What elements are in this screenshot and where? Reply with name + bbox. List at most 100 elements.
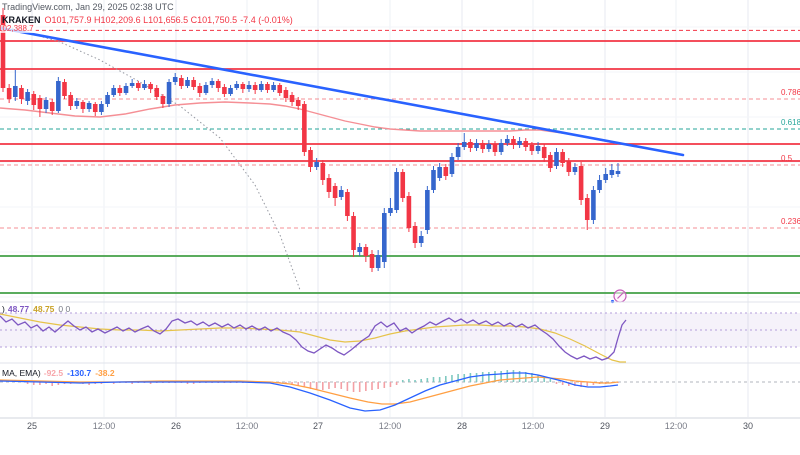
macd-histogram-bar bbox=[315, 382, 318, 390]
candle-body bbox=[117, 88, 123, 93]
candle-body bbox=[228, 88, 233, 94]
candle-body bbox=[172, 77, 178, 82]
time-axis-label[interactable]: 12:00 bbox=[522, 421, 545, 431]
time-axis-label[interactable]: 26 bbox=[171, 421, 181, 431]
macd-histogram-bar bbox=[322, 382, 324, 390]
candle-body bbox=[498, 143, 504, 152]
time-axis-label[interactable]: 30 bbox=[743, 421, 753, 431]
macd-histogram-bar bbox=[149, 382, 152, 384]
macd-histogram-bar bbox=[568, 382, 570, 386]
candle-body bbox=[326, 178, 332, 192]
ma-line bbox=[0, 101, 629, 146]
ohlc-readout: O101,757.9 H102,209.6 L101,656.5 C101,75… bbox=[44, 15, 238, 25]
time-axis-label[interactable]: 28 bbox=[457, 421, 467, 431]
macd-histogram-bar bbox=[561, 382, 564, 385]
change-readout: -7.4 (-0.01%) bbox=[240, 15, 293, 25]
exchange-label: KRAKEN bbox=[2, 15, 41, 25]
macd-histogram-bar bbox=[555, 382, 558, 384]
macd-histogram-bar bbox=[426, 378, 429, 382]
candle-body bbox=[19, 88, 24, 99]
candle-body bbox=[560, 152, 565, 163]
candle-body bbox=[191, 80, 196, 87]
candle-body bbox=[480, 143, 485, 149]
candle-body bbox=[166, 82, 172, 104]
candle-body bbox=[295, 100, 301, 106]
macd-value: -130.7 bbox=[67, 368, 92, 378]
candle-body bbox=[363, 247, 369, 256]
candle-body bbox=[265, 84, 270, 90]
macd-histogram-bar bbox=[303, 382, 306, 387]
time-axis-label[interactable]: 12:00 bbox=[665, 421, 688, 431]
candle-body bbox=[92, 104, 98, 112]
candle-body bbox=[314, 162, 319, 167]
candle-body bbox=[13, 86, 18, 97]
symbol-ohlc-row[interactable]: KRAKEN O101,757.9 H102,209.6 L101,656.5 C… bbox=[2, 16, 296, 25]
time-axis-label[interactable]: 29 bbox=[600, 421, 610, 431]
rsi-value: 48.77 bbox=[7, 304, 30, 314]
macd-histogram-bar bbox=[32, 382, 35, 385]
macd-histogram-bar bbox=[420, 379, 422, 382]
candle-body bbox=[25, 92, 30, 101]
candle-body bbox=[252, 85, 258, 90]
macd-indicator-legend[interactable]: MA, EMA) -92.5 -130.7 -38.2 bbox=[2, 369, 115, 378]
candle-body bbox=[486, 144, 492, 149]
macd-histogram-bar bbox=[432, 377, 435, 382]
macd-histogram-bar bbox=[45, 382, 47, 384]
candle-body bbox=[43, 100, 49, 109]
candle-body bbox=[49, 102, 55, 111]
macd-histogram-bar bbox=[580, 382, 582, 387]
candle-body bbox=[345, 192, 350, 216]
candle-body bbox=[548, 155, 553, 168]
time-axis-label[interactable]: 12:00 bbox=[93, 421, 116, 431]
candle-body bbox=[31, 94, 37, 105]
time-axis-label[interactable]: 27 bbox=[313, 421, 323, 431]
candle-body bbox=[357, 247, 362, 252]
candle-body bbox=[443, 167, 449, 176]
macd-histogram-bar bbox=[592, 382, 595, 385]
rsi-legend-prefix: ) bbox=[2, 304, 5, 314]
candle-body bbox=[425, 190, 430, 230]
candle-body bbox=[320, 163, 326, 180]
rsi-indicator-legend[interactable]: ) 48.77 48.75 0 0 bbox=[2, 305, 70, 314]
candle-body bbox=[222, 87, 227, 94]
candle-body bbox=[474, 143, 479, 148]
candle-body bbox=[541, 147, 547, 158]
macd-histogram-bar bbox=[57, 382, 60, 385]
macd-histogram-bar bbox=[192, 382, 195, 384]
candle-body bbox=[529, 145, 535, 151]
candle-body bbox=[609, 170, 615, 175]
macd-histogram-bar bbox=[500, 371, 502, 382]
fib-level-label: 0.5 bbox=[781, 154, 793, 163]
candle-body bbox=[209, 81, 215, 85]
macd-histogram-bar bbox=[512, 370, 515, 382]
candle-body bbox=[591, 190, 596, 220]
candle-body bbox=[566, 161, 572, 172]
macd-histogram-bar bbox=[445, 376, 447, 382]
cursor-badge-arrow-icon bbox=[617, 292, 624, 299]
candle-body bbox=[56, 81, 61, 111]
candle-body bbox=[289, 95, 295, 102]
trendline[interactable] bbox=[0, 26, 685, 157]
macd-histogram-bar bbox=[475, 373, 478, 382]
candle-body bbox=[197, 86, 203, 93]
time-axis-label[interactable]: 12:00 bbox=[236, 421, 259, 431]
candle-body bbox=[185, 80, 190, 86]
time-axis-label[interactable]: 25 bbox=[27, 421, 37, 431]
candle-body bbox=[455, 147, 461, 157]
dotted-guide-line[interactable] bbox=[11, 27, 301, 291]
candle-body bbox=[437, 167, 442, 178]
macd-signal-value: -38.2 bbox=[95, 368, 115, 378]
time-axis-label[interactable]: 12:00 bbox=[379, 421, 402, 431]
macd-histogram-bar bbox=[186, 382, 189, 384]
macd-histogram-bar bbox=[365, 382, 367, 391]
macd-hist-value: -92.5 bbox=[43, 368, 64, 378]
macd-histogram-bar bbox=[377, 382, 379, 389]
candle-body bbox=[308, 150, 313, 167]
candle-body bbox=[283, 90, 289, 98]
macd-histogram-bar bbox=[26, 382, 29, 384]
candle-body bbox=[517, 141, 522, 145]
candle-body bbox=[179, 78, 184, 86]
candle-body bbox=[382, 213, 387, 262]
